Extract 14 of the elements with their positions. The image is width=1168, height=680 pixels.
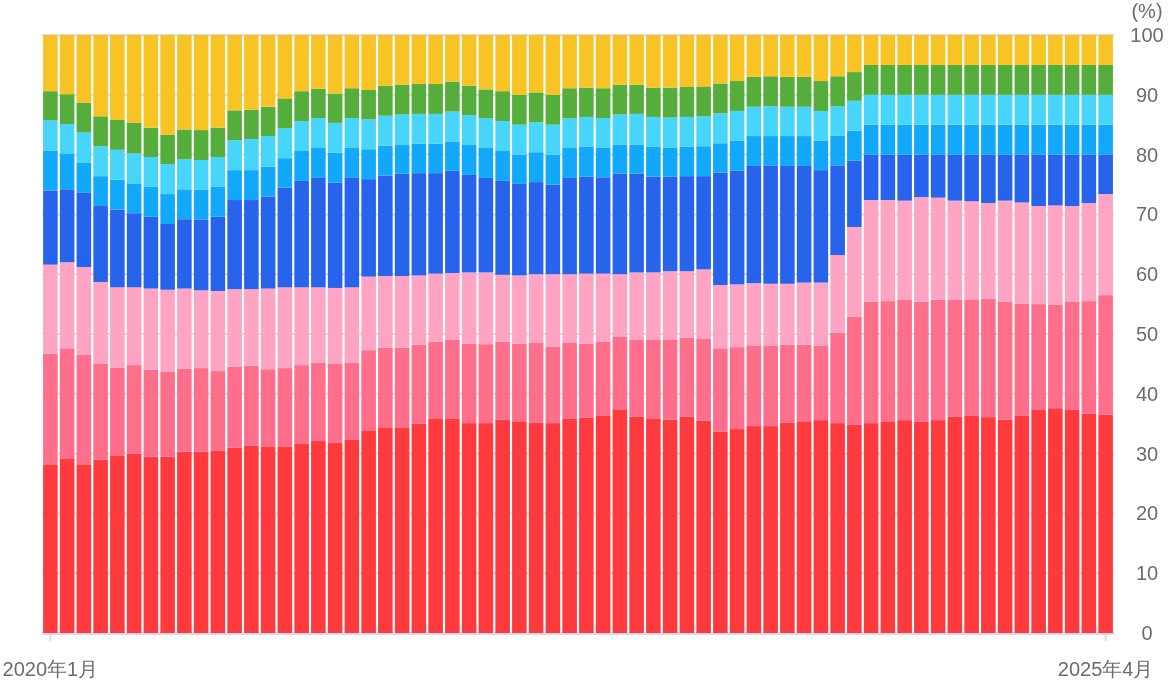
y-tick-label: 90 bbox=[1135, 83, 1159, 106]
y-tick-label: 0 bbox=[1141, 622, 1153, 644]
x-tick-label: 2025年4月 bbox=[1057, 658, 1154, 680]
y-tick-label: 100 bbox=[1130, 24, 1164, 46]
y-tick-label: 80 bbox=[1135, 143, 1159, 166]
x-tick-label: 2020年1月 bbox=[2, 658, 99, 680]
y-tick-label: 10 bbox=[1135, 562, 1159, 585]
y-tick-label: 60 bbox=[1135, 263, 1159, 286]
y-tick-label: 30 bbox=[1135, 442, 1159, 465]
y-axis-title: (%) bbox=[1131, 0, 1163, 22]
y-tick-label: 40 bbox=[1135, 382, 1159, 405]
y-tick-label: 70 bbox=[1135, 203, 1159, 226]
y-tick-label: 50 bbox=[1135, 323, 1159, 345]
y-tick-label: 20 bbox=[1135, 502, 1159, 525]
